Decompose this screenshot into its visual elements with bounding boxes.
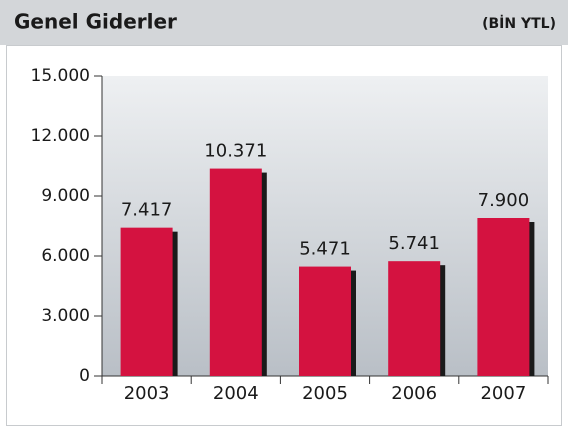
bar	[477, 218, 530, 376]
x-tick-label: 2007	[480, 383, 526, 404]
chart-subtitle: (BİN YTL)	[482, 15, 556, 32]
bar	[388, 261, 441, 376]
bar	[120, 227, 173, 376]
y-tick-label: 3.000	[41, 306, 90, 326]
value-label: 7.900	[478, 190, 530, 211]
x-tick-label: 2006	[391, 383, 437, 404]
y-tick-label: 12.000	[31, 126, 90, 146]
bar	[209, 168, 262, 376]
value-label: 10.371	[204, 141, 267, 162]
value-label: 5.471	[299, 239, 351, 260]
x-tick-label: 2005	[302, 383, 348, 404]
y-tick-label: 0	[79, 366, 90, 386]
y-tick-label: 15.000	[31, 66, 90, 86]
x-tick-label: 2003	[124, 383, 170, 404]
bar	[299, 266, 351, 376]
header-bar	[0, 0, 568, 45]
value-label: 5.741	[388, 233, 440, 254]
value-label: 7.417	[121, 200, 173, 221]
y-tick-label: 6.000	[41, 246, 90, 266]
y-tick-label: 9.000	[41, 186, 90, 206]
x-tick-label: 2004	[213, 383, 259, 404]
chart-title: Genel Giderler	[14, 10, 177, 34]
